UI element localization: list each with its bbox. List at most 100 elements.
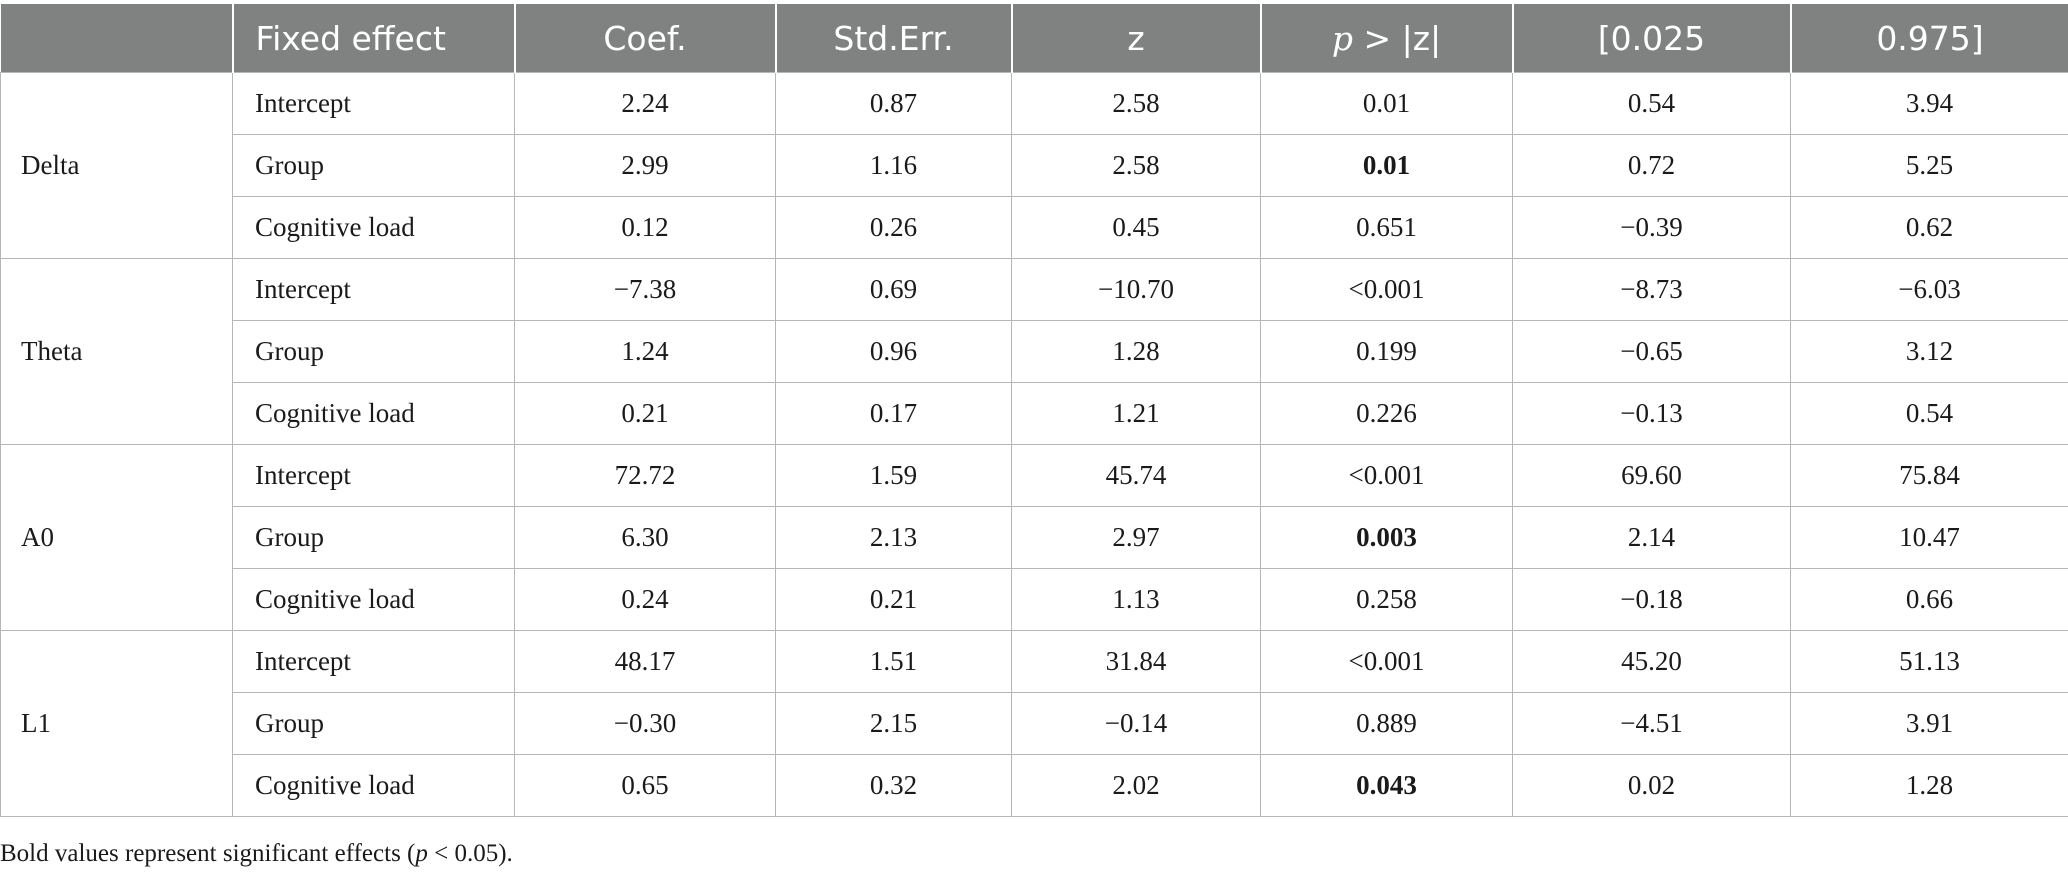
- cell-band: A0: [0, 444, 233, 631]
- cell-p-value: 0.258: [1260, 568, 1513, 631]
- cell-ci-high: 5.25: [1790, 134, 2068, 197]
- table-row: Theta Intercept −7.38 0.69 −10.70 <0.001 −8.73…: [0, 258, 2068, 445]
- cell-coef: 0.24: [514, 568, 776, 631]
- cell-p-value: 0.199: [1260, 320, 1513, 383]
- cell-ci-high: 3.91: [1790, 692, 2068, 755]
- cell-p-value: 0.043: [1260, 754, 1513, 817]
- cell-coef: 0.12: [514, 196, 776, 259]
- table-row: Group −0.30 2.15 −0.14 0.889 −4.51 3.91: [1, 692, 2068, 755]
- cell-fixed-effect: Cognitive load: [232, 568, 515, 631]
- cell-z: 2.97: [1011, 506, 1261, 569]
- cell-ci-low: −0.13: [1512, 382, 1791, 445]
- cell-fixed-effect: Intercept: [232, 72, 515, 135]
- table-row: Delta Intercept 2.24 0.87 2.58 0.01 0.54 3.94: [0, 72, 2068, 259]
- cell-ci-low: −0.65: [1512, 320, 1791, 383]
- cell-std-err: 0.17: [775, 382, 1012, 445]
- cell-ci-high: 51.13: [1790, 630, 2068, 693]
- cell-ci-high: 0.62: [1790, 196, 2068, 259]
- footnote-p-symbol: p: [415, 840, 428, 867]
- cell-ci-low: 69.60: [1512, 444, 1791, 507]
- cell-fixed-effect: Group: [232, 134, 515, 197]
- header-ci-low: [0.025: [1512, 4, 1792, 73]
- cell-z: 2.58: [1011, 72, 1261, 135]
- cell-std-err: 0.87: [775, 72, 1012, 135]
- cell-ci-low: −8.73: [1512, 258, 1791, 321]
- cell-std-err: 1.59: [775, 444, 1012, 507]
- cell-fixed-effect: Group: [232, 320, 515, 383]
- cell-p-value: 0.651: [1260, 196, 1513, 259]
- cell-ci-high: 10.47: [1790, 506, 2068, 569]
- cell-ci-low: 0.02: [1512, 754, 1791, 817]
- cell-std-err: 2.15: [775, 692, 1012, 755]
- cell-z: 45.74: [1011, 444, 1261, 507]
- cell-z: −0.14: [1011, 692, 1261, 755]
- cell-p-value: <0.001: [1260, 444, 1513, 507]
- table-row: L1 Intercept 48.17 1.51 31.84 <0.001 45.20 51.1…: [0, 630, 2068, 817]
- table-footnote: Bold values represent significant effect…: [0, 840, 513, 868]
- cell-p-value: 0.01: [1260, 72, 1513, 135]
- cell-ci-high: −6.03: [1790, 258, 2068, 321]
- cell-fixed-effect: Group: [232, 692, 515, 755]
- header-p: p > |z|: [1260, 4, 1514, 73]
- cell-coef: 0.21: [514, 382, 776, 445]
- cell-std-err: 0.21: [775, 568, 1012, 631]
- cell-p-value: 0.01: [1260, 134, 1513, 197]
- cell-std-err: 0.69: [775, 258, 1012, 321]
- header-coef: Coef.: [514, 4, 777, 73]
- cell-std-err: 0.96: [775, 320, 1012, 383]
- fixed-effects-table: Fixed effect Coef. Std.Err. z p > |z| [0.025 0…: [0, 4, 2068, 817]
- cell-ci-high: 1.28: [1790, 754, 2068, 817]
- cell-p-value: <0.001: [1260, 258, 1513, 321]
- header-fixed-effect: Fixed effect: [232, 4, 516, 73]
- cell-std-err: 0.32: [775, 754, 1012, 817]
- cell-ci-low: −0.39: [1512, 196, 1791, 259]
- table-row: Cognitive load 0.65 0.32 2.02 0.043 0.02 1.28: [1, 754, 2068, 817]
- table-row: Cognitive load 0.24 0.21 1.13 0.258 −0.18 0.66: [1, 568, 2068, 631]
- table-row: A0 Intercept 72.72 1.59 45.74 <0.001 69.60 75.8…: [0, 444, 2068, 631]
- footnote-text-before: Bold values represent significant effect…: [0, 840, 416, 867]
- results-table-container: Fixed effect Coef. Std.Err. z p > |z| [0.025 0…: [0, 4, 2068, 817]
- header-z: z: [1011, 4, 1262, 73]
- cell-z: 1.21: [1011, 382, 1261, 445]
- cell-std-err: 1.16: [775, 134, 1012, 197]
- cell-ci-high: 3.12: [1790, 320, 2068, 383]
- cell-p-value: 0.003: [1260, 506, 1513, 569]
- cell-coef: 2.99: [514, 134, 776, 197]
- cell-ci-high: 75.84: [1790, 444, 2068, 507]
- cell-ci-low: −4.51: [1512, 692, 1791, 755]
- table-row: Cognitive load 0.21 0.17 1.21 0.226 −0.13 0.54: [1, 382, 2068, 445]
- cell-coef: 0.65: [514, 754, 776, 817]
- cell-ci-low: 0.72: [1512, 134, 1791, 197]
- cell-fixed-effect: Intercept: [232, 444, 515, 507]
- header-row: Fixed effect Coef. Std.Err. z p > |z| [0.025 0…: [0, 4, 2068, 73]
- table-header: Fixed effect Coef. Std.Err. z p > |z| [0.025 0…: [0, 4, 2068, 73]
- table-row: Cognitive load 0.12 0.26 0.45 0.651 −0.39 0.62: [1, 196, 2068, 259]
- cell-fixed-effect: Intercept: [232, 258, 515, 321]
- cell-ci-low: −0.18: [1512, 568, 1791, 631]
- cell-z: 1.28: [1011, 320, 1261, 383]
- cell-ci-low: 0.54: [1512, 72, 1791, 135]
- cell-z: 2.02: [1011, 754, 1261, 817]
- header-std-err: Std.Err.: [775, 4, 1013, 73]
- cell-z: −10.70: [1011, 258, 1261, 321]
- cell-band: L1: [0, 630, 233, 817]
- table-row: Group 1.24 0.96 1.28 0.199 −0.65 3.12: [1, 320, 2068, 383]
- cell-ci-high: 0.54: [1790, 382, 2068, 445]
- cell-coef: 72.72: [514, 444, 776, 507]
- cell-ci-low: 45.20: [1512, 630, 1791, 693]
- cell-z: 2.58: [1011, 134, 1261, 197]
- cell-ci-high: 0.66: [1790, 568, 2068, 631]
- header-band: [0, 4, 234, 73]
- cell-z: 31.84: [1011, 630, 1261, 693]
- cell-fixed-effect: Cognitive load: [232, 754, 515, 817]
- cell-band: Delta: [0, 72, 233, 259]
- cell-fixed-effect: Cognitive load: [232, 196, 515, 259]
- cell-fixed-effect: Cognitive load: [232, 382, 515, 445]
- cell-coef: 6.30: [514, 506, 776, 569]
- cell-coef: 48.17: [514, 630, 776, 693]
- footnote-text-after: < 0.05).: [427, 840, 513, 867]
- header-p-rest: > |z|: [1352, 18, 1442, 58]
- cell-std-err: 1.51: [775, 630, 1012, 693]
- cell-std-err: 2.13: [775, 506, 1012, 569]
- header-p-symbol: p: [1331, 18, 1353, 58]
